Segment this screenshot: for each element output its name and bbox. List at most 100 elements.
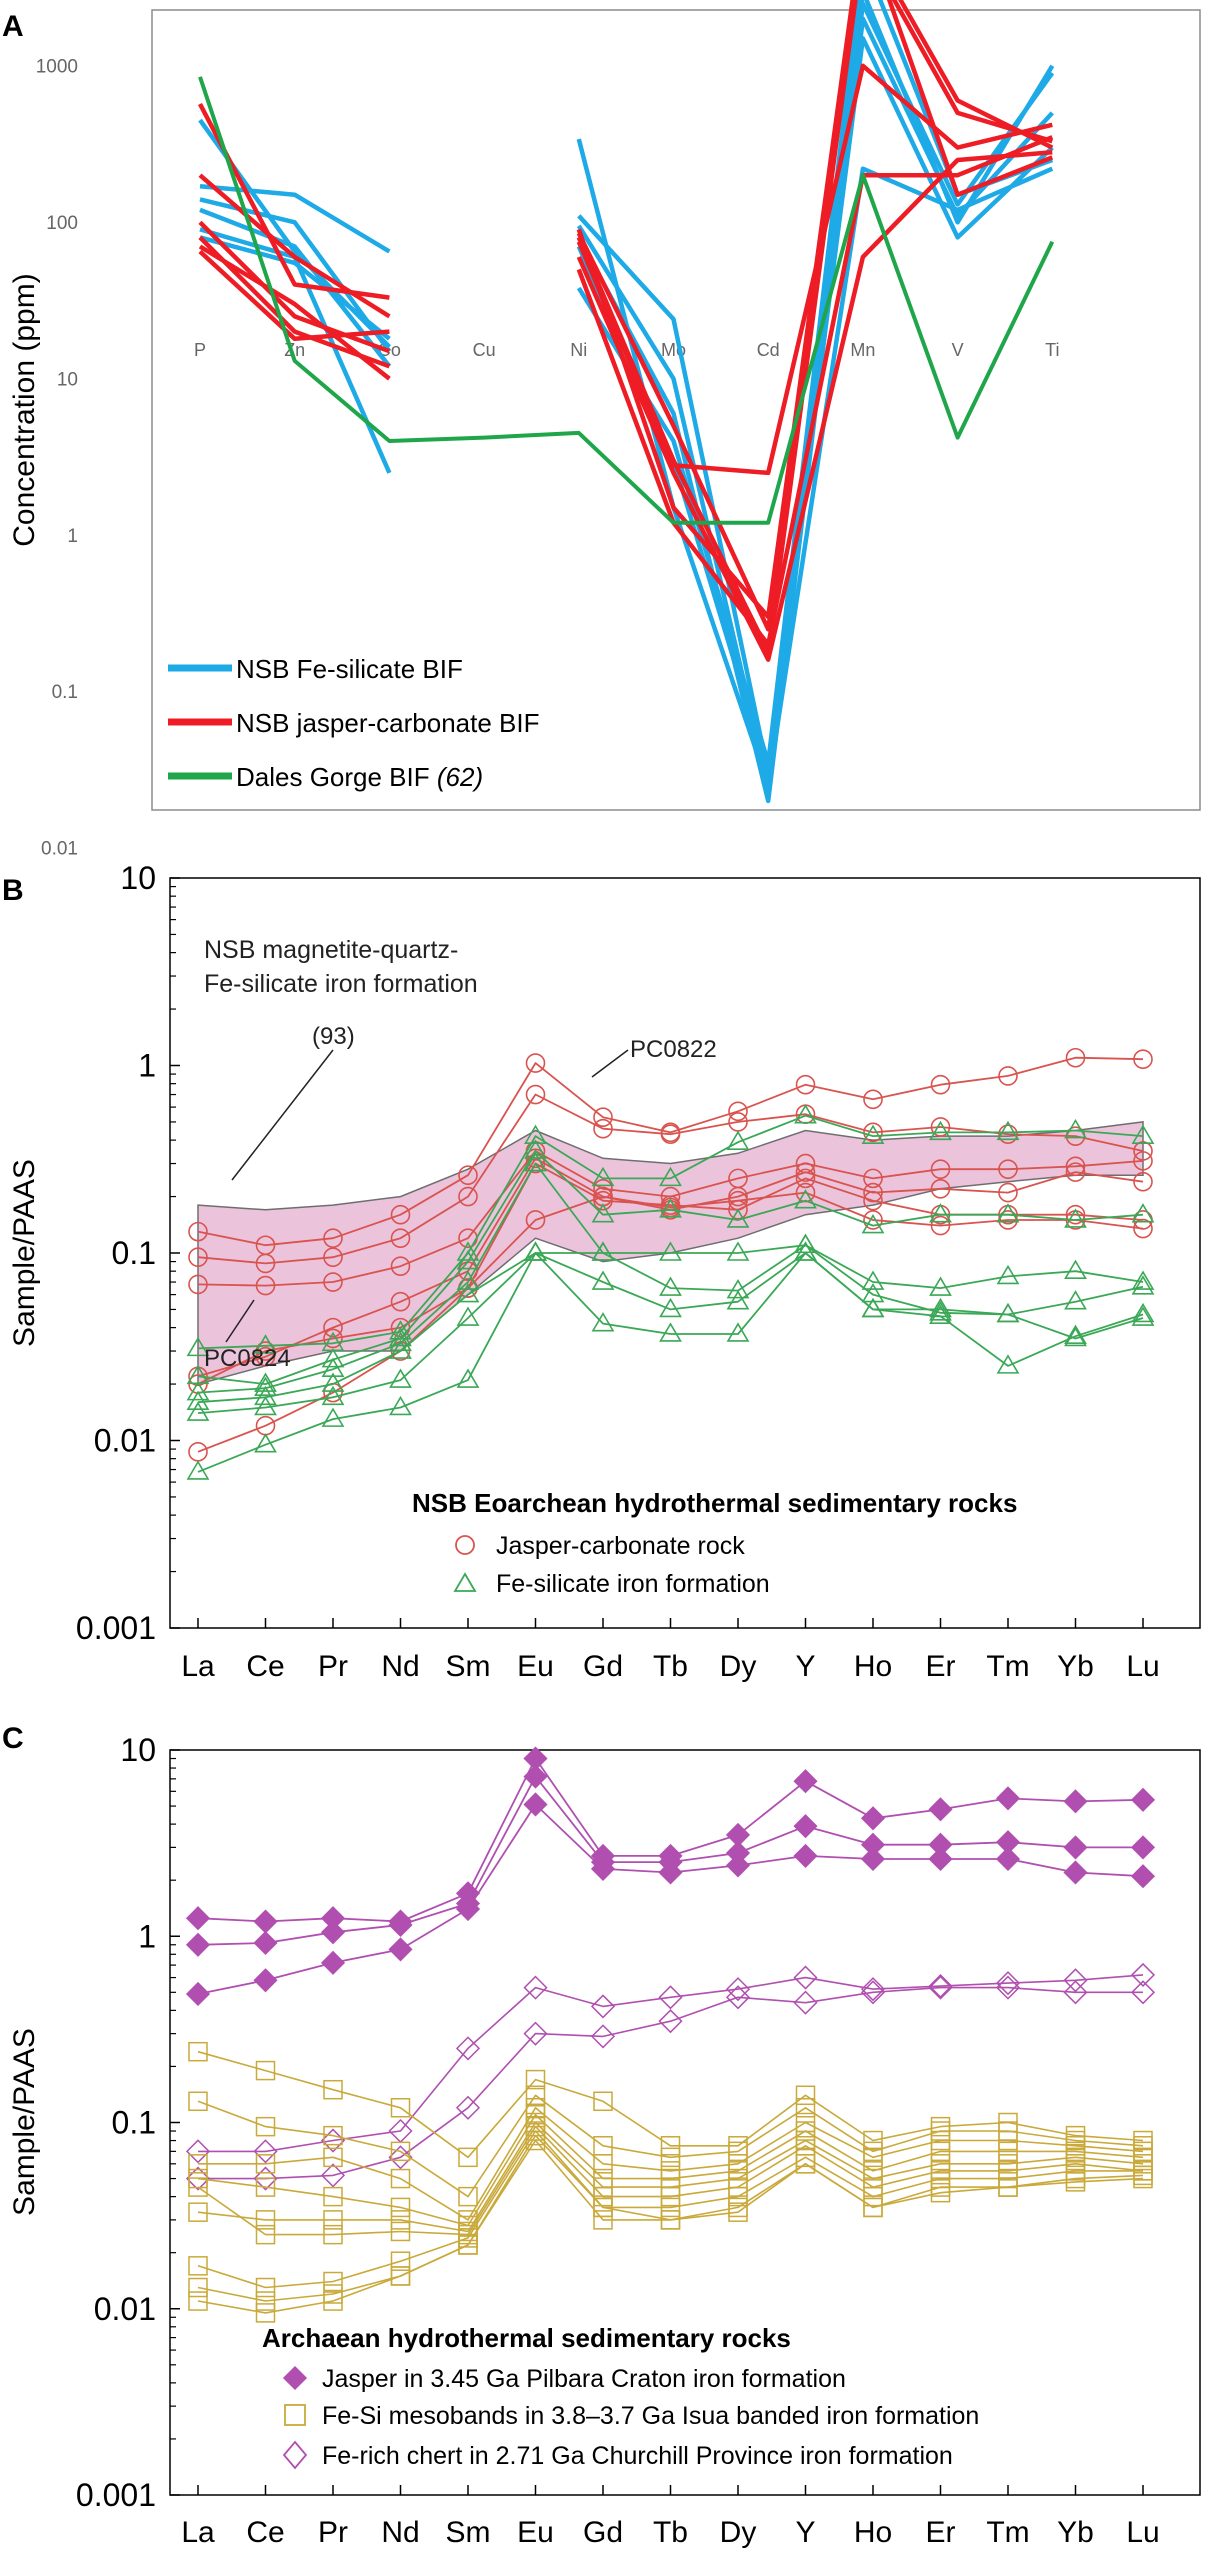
panel-c-data-point	[928, 1975, 953, 2000]
panel-c-data-point	[253, 1909, 278, 1934]
panel-b-data-point	[458, 1165, 478, 1185]
panel-a-ytick-label: 1000	[36, 56, 78, 77]
panel-c-data-point	[525, 2130, 546, 2151]
panel-b-data-point	[321, 1357, 345, 1378]
panel-b-data-point	[1133, 1141, 1153, 1161]
panel-b-data-point	[726, 1241, 750, 1261]
panel-b-data-point	[861, 1214, 885, 1234]
panel-b-data-point	[929, 1120, 952, 1141]
panel-b-data-point	[593, 1186, 613, 1207]
panel-c-xtick-label: Pr	[318, 2516, 348, 2549]
panel-b-data-point	[524, 1139, 547, 1159]
annotation-leader-93	[231, 1049, 334, 1181]
panel-b-data-point	[323, 1228, 343, 1248]
panel-b-data-point	[186, 1401, 210, 1421]
panel-c-data-point	[860, 1846, 886, 1872]
panel-c-data-point	[928, 1974, 953, 1999]
panel-c-data-point	[390, 2168, 411, 2189]
panel-b-data-point	[863, 1190, 883, 1211]
panel-b-data-point	[726, 1290, 750, 1310]
panel-b-data-point	[861, 1283, 885, 1303]
panel-c-data-point	[1130, 1835, 1156, 1860]
panel-c-data-point	[185, 2139, 211, 2164]
panel-b-data-point	[794, 1189, 817, 1209]
panel-c-data-point	[793, 1965, 818, 1990]
panel-a-xtick-label: P	[194, 340, 206, 360]
panel-c-data-point	[525, 2069, 546, 2090]
panel-b-data-point	[255, 1275, 276, 1296]
panel-c-ytick-label: 0.001	[76, 2477, 156, 2513]
panel-c-data-point	[320, 1920, 346, 1945]
panel-c-data-point	[185, 1981, 211, 2007]
panel-c-data-point	[523, 1764, 548, 1789]
panel-b-series-line	[197, 1150, 1144, 1385]
panel-b-data-point	[998, 1124, 1018, 1145]
panel-c-data-point	[390, 2098, 411, 2118]
panel-a-ylabel: Concentration (ppm)	[8, 273, 41, 546]
panel-b-data-point	[1131, 1275, 1155, 1295]
panel-b-data-point	[321, 1407, 345, 1427]
panel-a-xtick-label: V	[952, 340, 964, 360]
panel-b-data-point	[188, 1274, 208, 1295]
panel-c-legend-title: Archaean hydrothermal sedimentary rocks	[262, 2323, 791, 2353]
panel-b-data-point	[591, 1241, 615, 1261]
panel-b-data-point	[254, 1385, 277, 1406]
panel-b-data-point	[795, 1162, 816, 1182]
panel-b-data-point	[930, 1074, 951, 1095]
panel-b-chart: Sample/PAAS 0.001 0.01 0.1 1 10 La Ce Pr Nd Sm Eu…	[8, 860, 1201, 1683]
panel-b-xtick-label: Tb	[653, 1650, 688, 1683]
panel-c-data-point	[725, 1985, 751, 2010]
panel-c-data-point	[253, 2139, 278, 2164]
annotation-leader-pc0824	[225, 1299, 255, 1343]
panel-b-data-point	[929, 1297, 952, 1318]
panel-a-xtick-label: Ti	[1045, 340, 1059, 360]
panel-c-data-point	[658, 2009, 683, 2034]
panel-b-series-line	[197, 1252, 1144, 1414]
panel-b-data-point	[1133, 1218, 1153, 1239]
panel-b-data-point	[998, 1159, 1018, 1179]
panel-b-data-point	[728, 1112, 748, 1132]
panel-c-data-point	[1130, 1864, 1156, 1889]
panel-c-data-point	[728, 2186, 748, 2207]
panel-c-data-point	[860, 1977, 886, 2002]
panel-c-data-point	[930, 2141, 951, 2162]
panel-c-data-point	[188, 2091, 208, 2112]
panel-c-data-point	[863, 2147, 883, 2168]
panel-c-chart: Sample/PAAS 0.001 0.01 0.1 1 10 La Ce Pr Nd Sm Eu…	[8, 1732, 1201, 2549]
panel-c-data-point	[660, 2147, 681, 2168]
panel-c-series-line	[197, 2130, 1143, 2289]
panel-c-data-point	[323, 2224, 343, 2245]
panel-b-data-point	[728, 1101, 748, 1122]
panel-b-xtick-label: Gd	[583, 1650, 623, 1683]
panel-b-ytick-label: 10	[120, 860, 156, 896]
legend-label-jasper: Jasper-carbonate rock	[496, 1532, 745, 1560]
panel-a-xtick-label: Ni	[570, 340, 587, 360]
panel-c-data-point	[590, 1994, 616, 2019]
panel-c-data-point	[523, 2021, 548, 2046]
panel-b-data-point	[389, 1339, 412, 1359]
panel-c-xtick-label: Nd	[381, 2516, 419, 2549]
panel-b-ytick-label: 1	[138, 1048, 156, 1084]
panel-c-data-point	[255, 2303, 276, 2323]
panel-b-data-point	[1064, 1324, 1087, 1344]
panel-c-data-point	[593, 2197, 613, 2218]
panel-c-data-point	[323, 2079, 343, 2100]
panel-b-data-point	[930, 1178, 951, 1199]
panel-a-series-line	[199, 0, 1054, 766]
panel-b-data-point	[996, 1354, 1020, 1374]
panel-c-data-point	[660, 2136, 681, 2156]
panel-b-series-line	[197, 1114, 1144, 1350]
legend-label-churchill: Fe-rich chert in 2.71 Ga Churchill Provi…	[322, 2442, 953, 2470]
panel-b-data-point	[255, 1253, 276, 1274]
panel-b-data-point	[1133, 1049, 1153, 1070]
panel-c-data-point	[863, 2186, 883, 2207]
panel-b-data-point	[726, 1322, 750, 1342]
panel-c-data-point	[998, 2130, 1018, 2151]
panel-c-data-point	[793, 1814, 818, 1839]
panel-b-data-point	[591, 1270, 615, 1290]
panel-c-data-point	[1133, 2168, 1153, 2189]
panel-b-data-point	[593, 1118, 613, 1139]
panel-a-xtick-label: Cd	[757, 340, 780, 360]
panel-b-data-point	[188, 1442, 208, 1462]
panel-c-data-point	[458, 2235, 478, 2255]
